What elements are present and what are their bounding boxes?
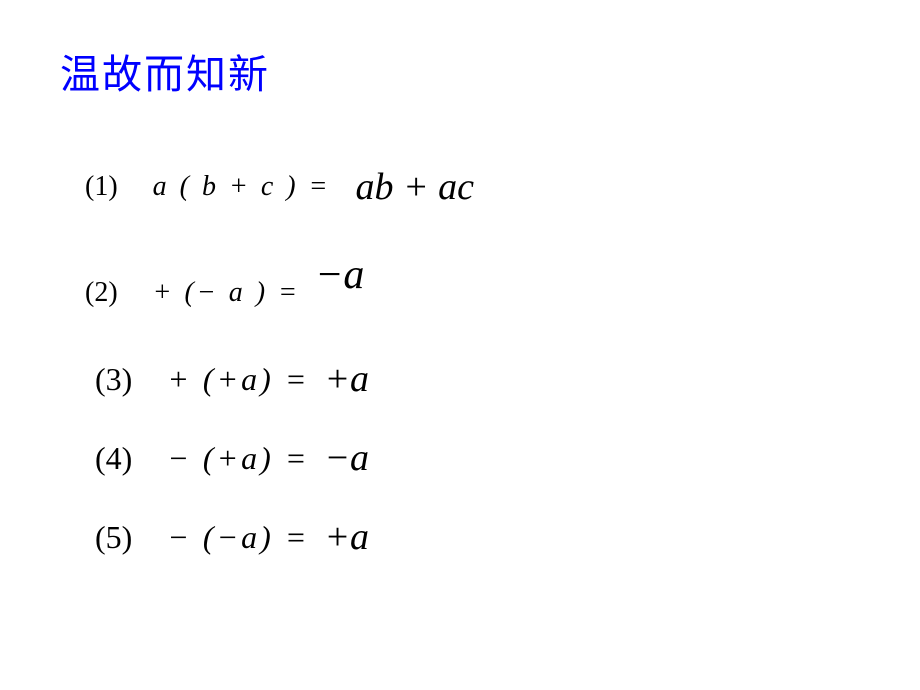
equation-rhs: −a [315, 251, 364, 299]
equation-lhs: + (+a) = [167, 361, 309, 398]
slide-title: 温故而知新 [60, 42, 270, 100]
equation-rhs: +a [324, 357, 369, 401]
equation-number: (4) [95, 440, 132, 477]
equation-row: (4) − (+a) = −a [95, 436, 474, 480]
equation-row: (3) + (+a) = +a [95, 357, 474, 401]
equation-lhs: + (− a ) = [153, 277, 300, 309]
equation-rhs: −a [324, 436, 369, 480]
equation-lhs: − (−a) = [167, 519, 309, 556]
equations-list: (1) a ( b + c ) = ab + ac (2) + (− a ) =… [85, 165, 474, 559]
equation-number: (5) [95, 519, 132, 556]
equation-row: (1) a ( b + c ) = ab + ac [85, 165, 474, 209]
equation-number: (1) [85, 171, 118, 203]
equation-lhs: − (+a) = [167, 440, 309, 477]
equation-number: (3) [95, 361, 132, 398]
equation-lhs: a ( b + c ) = [153, 171, 331, 203]
equation-rhs: +a [324, 515, 369, 559]
equation-number: (2) [85, 277, 118, 309]
equation-rhs: ab + ac [356, 165, 475, 209]
equation-row: (5) − (−a) = +a [95, 515, 474, 559]
equation-row: (2) + (− a ) = −a [85, 269, 474, 317]
